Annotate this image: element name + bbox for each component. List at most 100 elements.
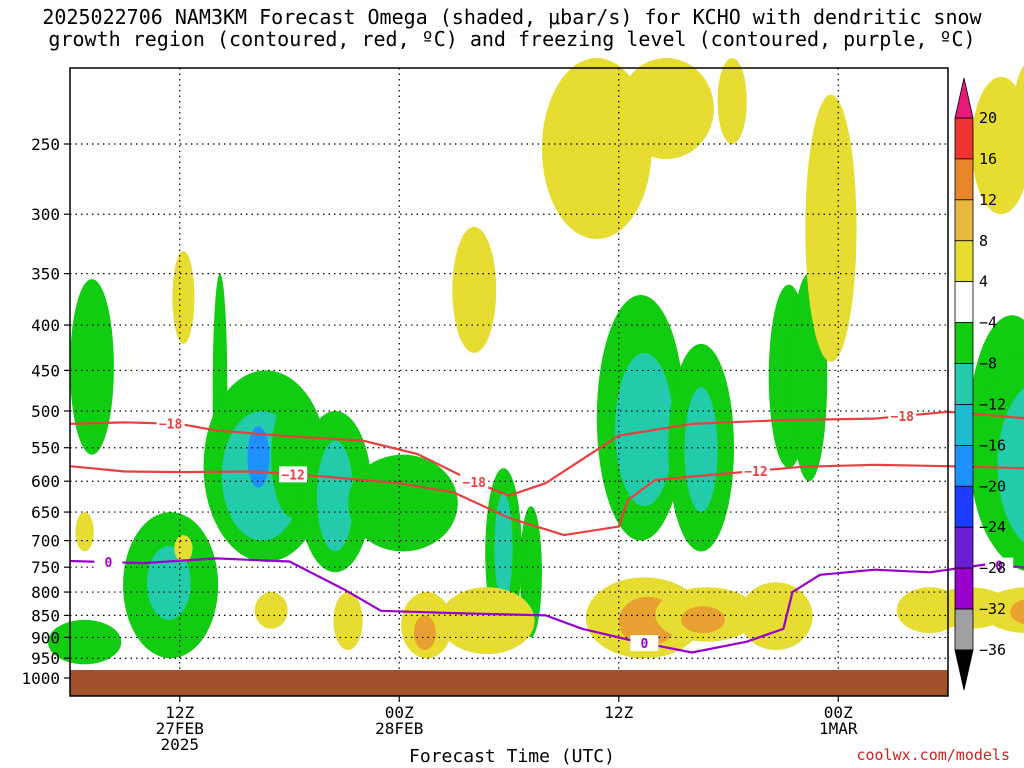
x-axis-label: Forecast Time (UTC) bbox=[409, 746, 615, 767]
omega-region-0 bbox=[70, 279, 114, 455]
colorbar-label-7: −12 bbox=[979, 395, 1006, 413]
omega-region-31 bbox=[75, 512, 94, 552]
x-tick-label-48-1: 00Z bbox=[824, 703, 853, 722]
colorbar-label-12: −32 bbox=[979, 600, 1006, 618]
omega-region-3 bbox=[146, 546, 191, 620]
dgz-minus12-contour-label-1: −12 bbox=[744, 465, 767, 480]
x-tick-label-36-1: 12Z bbox=[604, 703, 633, 722]
omega-region-33 bbox=[174, 535, 193, 563]
dgz-minus18-contour-label-bg-1 bbox=[460, 473, 489, 490]
colorbar-segment-10 bbox=[954, 526, 974, 569]
omega-region-32 bbox=[172, 250, 195, 344]
y-tick-label-250: 250 bbox=[31, 135, 60, 154]
freezing-level-contour-label-2: 0 bbox=[995, 560, 1003, 575]
chart-title-line1: 2025022706 NAM3KM Forecast Omega (shaded… bbox=[42, 5, 982, 29]
y-tick-label-600: 600 bbox=[31, 472, 60, 491]
y-tick-label-500: 500 bbox=[31, 402, 60, 421]
omega-region-38 bbox=[805, 94, 857, 362]
colorbar-label-6: −8 bbox=[979, 355, 997, 373]
omega-region-1 bbox=[48, 619, 122, 665]
omega-region-23 bbox=[997, 387, 1024, 543]
y-tick-label-650: 650 bbox=[31, 503, 60, 522]
colorbar-segment-6 bbox=[954, 363, 974, 405]
freezing-level-contour bbox=[69, 557, 1024, 654]
y-tick-label-700: 700 bbox=[31, 532, 60, 551]
y-tick-label-550: 550 bbox=[31, 439, 60, 458]
colorbar-segment-2 bbox=[954, 199, 974, 242]
x-tick-label-24-2: 28FEB bbox=[375, 719, 423, 738]
omega-region-51 bbox=[680, 606, 725, 634]
colorbar-label-1: 16 bbox=[979, 150, 997, 168]
dgz-minus12-contour-label-0: −12 bbox=[281, 468, 304, 483]
omega-region-16 bbox=[615, 352, 674, 507]
omega-region-44 bbox=[333, 592, 363, 651]
y-tick-label-400: 400 bbox=[31, 316, 60, 335]
omega-region-11 bbox=[348, 454, 458, 552]
freezing-level-contour-label-0: 0 bbox=[104, 556, 112, 571]
colorbar-segment-1 bbox=[954, 158, 974, 201]
dgz-minus12-contour-label-bg-0 bbox=[279, 466, 308, 483]
omega-region-43 bbox=[254, 592, 288, 629]
colorbar-label-13: −36 bbox=[979, 641, 1006, 659]
y-tick-label-900: 900 bbox=[31, 628, 60, 647]
omega-region-37 bbox=[717, 58, 747, 144]
omega-region-18 bbox=[684, 387, 718, 513]
y-tick-label-800: 800 bbox=[31, 583, 60, 602]
colorbar-top-arrow bbox=[954, 77, 974, 119]
dgz-minus18-contour-label-0: −18 bbox=[159, 418, 183, 433]
credit-link[interactable]: coolwx.com/models bbox=[856, 746, 1010, 764]
freezing-level-contour-label-bg-0 bbox=[94, 554, 123, 571]
colorbar-segment-7 bbox=[954, 404, 974, 446]
y-tick-label-850: 850 bbox=[31, 606, 60, 625]
plot-frame bbox=[69, 67, 949, 697]
y-tick-label-350: 350 bbox=[31, 265, 60, 284]
y-axis: 250 300 350 400 450 500 550 600 650 700 750 800 850 9… bbox=[21, 135, 70, 688]
omega-region-56 bbox=[1010, 599, 1024, 624]
colorbar-segment-5 bbox=[954, 322, 974, 364]
colorbar-label-11: −28 bbox=[979, 559, 1006, 577]
chart-title: 2025022706 NAM3KM Forecast Omega (shaded… bbox=[0, 6, 1024, 50]
colorbar-label-3: 8 bbox=[979, 232, 988, 250]
x-tick-label-12-2: 27FEB bbox=[156, 719, 204, 738]
y-tick-label-1000: 1000 bbox=[21, 669, 60, 688]
contour-lines: −12 −12 −18 −18 −18 0 0 0 bbox=[69, 408, 1024, 654]
omega-region-13 bbox=[494, 493, 513, 602]
dgz-minus18-contour bbox=[69, 410, 1024, 497]
colorbar: 20 16 12 8 4 −4 −8 −12 −16 −20 −24 −28 −32 −36 bbox=[954, 77, 1006, 691]
omega-region-46 bbox=[413, 615, 436, 651]
dgz-minus12-contour bbox=[69, 463, 1024, 537]
colorbar-segment-3 bbox=[954, 240, 974, 283]
dgz-minus18-contour-label-2: −18 bbox=[891, 410, 915, 425]
x-tick-label-24-1: 00Z bbox=[385, 703, 414, 722]
colorbar-segment-9 bbox=[954, 485, 974, 528]
x-tick-label-12-3: 2025 bbox=[160, 735, 199, 754]
colorbar-segment-12 bbox=[954, 608, 974, 651]
omega-region-39 bbox=[971, 76, 1024, 215]
y-tick-label-950: 950 bbox=[31, 649, 60, 668]
colorbar-bottom-arrow bbox=[954, 649, 974, 691]
dgz-minus18-contour-label-1: −18 bbox=[463, 476, 487, 491]
omega-region-36 bbox=[618, 58, 714, 160]
dgz-minus18-contour-label-bg-0 bbox=[156, 415, 185, 432]
colorbar-segment-4 bbox=[954, 281, 974, 324]
x-tick-label-48-2: 1MAR bbox=[819, 719, 858, 738]
colorbar-label-8: −16 bbox=[979, 436, 1006, 454]
colorbar-label-4: 4 bbox=[979, 273, 988, 291]
colorbar-segment-11 bbox=[954, 567, 974, 610]
colorbar-label-9: −20 bbox=[979, 477, 1006, 495]
freezing-level-contour-label-bg-1 bbox=[630, 635, 659, 652]
y-tick-label-450: 450 bbox=[31, 361, 60, 380]
omega-region-55 bbox=[980, 587, 1024, 634]
omega-region-47 bbox=[439, 587, 535, 655]
dgz-minus12-contour-label-bg-1 bbox=[741, 462, 770, 479]
omega-region-34 bbox=[452, 226, 497, 353]
omega-region-40 bbox=[1015, 65, 1024, 121]
y-tick-label-750: 750 bbox=[31, 558, 60, 577]
omega-region-10 bbox=[316, 440, 354, 552]
dgz-minus18-contour-label-bg-2 bbox=[888, 408, 917, 425]
omega-shading bbox=[48, 58, 1024, 665]
omega-region-52 bbox=[739, 582, 813, 651]
freezing-level-contour-label-1: 0 bbox=[640, 637, 648, 652]
